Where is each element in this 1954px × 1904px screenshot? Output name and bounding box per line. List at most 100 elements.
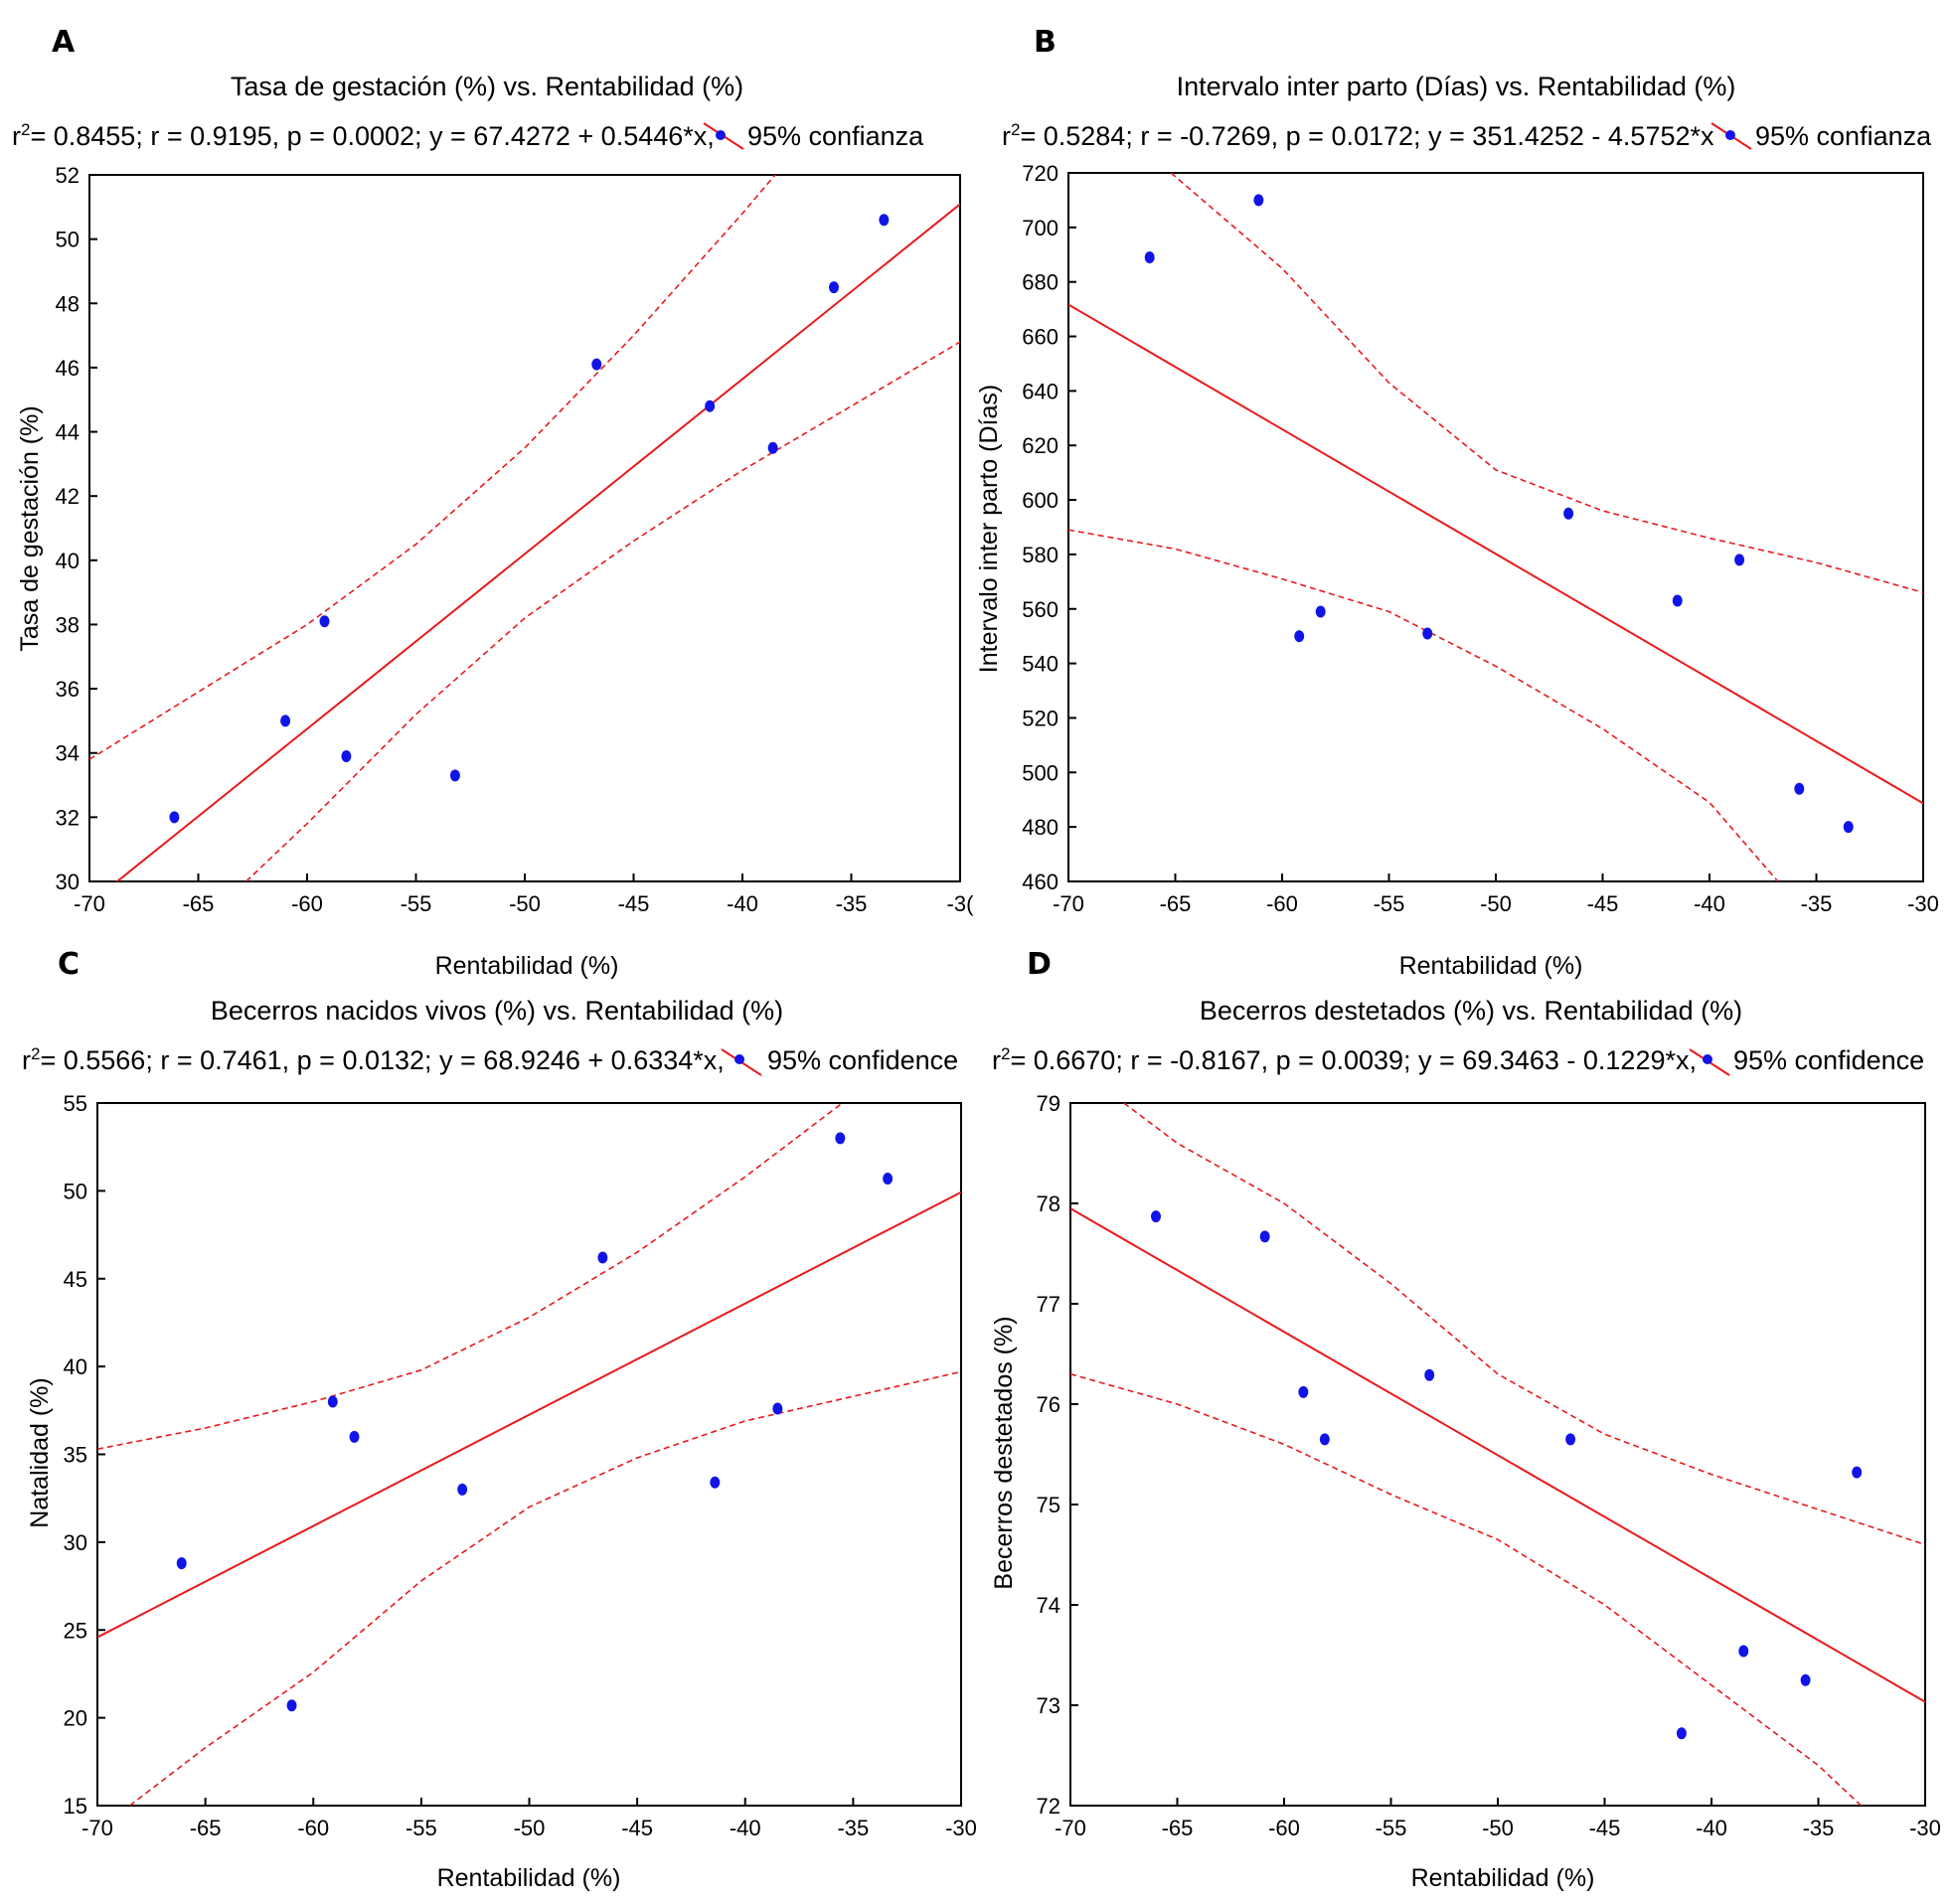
panel-d-data-point bbox=[1319, 1433, 1330, 1446]
panel-a-ci-upper bbox=[89, 175, 776, 760]
panel-d-y-tick-label: 78 bbox=[1037, 1191, 1060, 1216]
panel-letter-b: B bbox=[1034, 25, 1057, 60]
panel-c-data-point bbox=[176, 1557, 187, 1570]
panel-b-x-tick-label: -70 bbox=[1053, 891, 1084, 916]
panel-b-x-tick-label: -55 bbox=[1374, 891, 1405, 916]
panel-c-legend-marker bbox=[734, 1054, 744, 1064]
panel-b-series bbox=[1068, 173, 1923, 881]
panel-c-y-tick-label: 45 bbox=[64, 1267, 87, 1292]
panel-c-data-point bbox=[457, 1483, 468, 1496]
panel-c-x-tick-label: -35 bbox=[837, 1816, 869, 1840]
panel-c-y-tick-label: 50 bbox=[64, 1179, 87, 1203]
panel-a-data-point bbox=[341, 749, 352, 762]
panel-d-ci-lower bbox=[1070, 1372, 1863, 1806]
panel-c-ci-upper bbox=[97, 1103, 843, 1450]
panel-b-data-point bbox=[1672, 594, 1683, 607]
panel-b-data-point bbox=[1315, 605, 1326, 618]
panel-d-data-point bbox=[1800, 1673, 1811, 1686]
panel-letter-d: D bbox=[1027, 947, 1052, 982]
panel-b-x-tick-label: -40 bbox=[1694, 891, 1725, 916]
panel-c-x-tick-label: -65 bbox=[190, 1816, 222, 1840]
panel-c-x-tick-label: -55 bbox=[406, 1816, 437, 1840]
panel-d-x-tick-label: -70 bbox=[1055, 1816, 1086, 1840]
panel-a-x-axis-label: Rentabilidad (%) bbox=[435, 952, 619, 980]
panel-b-ci-lower bbox=[1068, 529, 1779, 881]
panel-a-y-tick-label: 46 bbox=[56, 356, 80, 381]
panel-d-data-point bbox=[1259, 1230, 1270, 1243]
panel-d-ci-upper bbox=[1123, 1103, 1925, 1546]
panel-c-data-point bbox=[286, 1699, 297, 1712]
panel-d-x-tick-label: -60 bbox=[1268, 1816, 1300, 1840]
panel-a-legend-label: 95% confianza bbox=[747, 121, 924, 151]
panel-b-data-point bbox=[1144, 251, 1155, 264]
panel-a-y-tick-label: 48 bbox=[56, 291, 80, 316]
panel-letter-a: A bbox=[52, 25, 76, 60]
panel-d-y-tick-label: 75 bbox=[1037, 1493, 1060, 1517]
panel-b: B Intervalo inter parto (Días) vs. Renta… bbox=[975, 25, 1939, 980]
panel-a-y-tick-label: 42 bbox=[56, 484, 80, 509]
panel-b-y-tick-label: 460 bbox=[1022, 870, 1058, 894]
panel-c-legend-label: 95% confidence bbox=[767, 1045, 958, 1075]
panel-d-data-point bbox=[1676, 1727, 1687, 1740]
panel-a-y-tick-label: 34 bbox=[56, 741, 80, 766]
panel-a-y-tick-label: 36 bbox=[56, 677, 80, 702]
panel-c-frame bbox=[96, 1102, 962, 1807]
panel-a-stats-text: = 0.8455; r = 0.9195, p = 0.0002; y = 67… bbox=[30, 121, 714, 151]
panel-a-title: Tasa de gestación (%) vs. Rentabilidad (… bbox=[231, 72, 743, 101]
panel-c-y-tick-label: 40 bbox=[64, 1354, 87, 1379]
panel-a-x-tick-label: -65 bbox=[183, 891, 215, 916]
panel-c-y-tick-label: 30 bbox=[64, 1530, 87, 1555]
panel-a-ci-lower bbox=[245, 341, 960, 881]
panel-c-ci-lower bbox=[129, 1370, 961, 1806]
panel-d-x-tick-label: -45 bbox=[1589, 1816, 1621, 1840]
panel-c-data-point bbox=[597, 1251, 608, 1264]
panel-b-data-point bbox=[1563, 507, 1574, 520]
panel-d-legend-marker bbox=[1703, 1054, 1712, 1064]
panel-b-y-tick-label: 520 bbox=[1022, 706, 1058, 730]
panel-a-y-tick-label: 40 bbox=[56, 549, 80, 573]
panel-a-data-point bbox=[319, 615, 330, 628]
panel-a-x-tick-label: -45 bbox=[618, 891, 650, 916]
panel-d-legend-label: 95% confidence bbox=[1733, 1045, 1924, 1075]
panel-b-y-tick-label: 700 bbox=[1022, 216, 1058, 240]
panel-b-x-tick-label: -35 bbox=[1801, 891, 1833, 916]
panel-d-stats: r2= 0.6670; r = -0.8167, p = 0.0039; y =… bbox=[992, 1044, 1697, 1075]
panel-c-data-point bbox=[835, 1132, 846, 1145]
panel-a-x-tick-label: -70 bbox=[74, 891, 105, 916]
panel-b-data-point bbox=[1734, 554, 1745, 566]
panel-b-plot-area: -70 -65 -60 -55 -50 -45 -40 -35 -30 460 480 500 520 5… bbox=[1022, 161, 1939, 916]
panel-d-title: Becerros destetados (%) vs. Rentabilidad… bbox=[1200, 996, 1742, 1026]
panel-d-x-tick-label: -65 bbox=[1162, 1816, 1194, 1840]
panel-d-x-tick-label: -40 bbox=[1696, 1816, 1727, 1840]
panel-c-x-tick-label: -30 bbox=[945, 1816, 977, 1840]
panel-d-data-point bbox=[1298, 1385, 1309, 1398]
panel-c-y-tick-label: 20 bbox=[64, 1706, 87, 1731]
panel-a-data-point bbox=[705, 399, 716, 412]
panel-b-legend-label: 95% confianza bbox=[1755, 121, 1932, 151]
panel-b-y-tick-label: 560 bbox=[1022, 597, 1058, 622]
panel-d-y-tick-label: 72 bbox=[1037, 1794, 1060, 1819]
panel-c-series bbox=[97, 1103, 961, 1806]
panel-b-ci-upper bbox=[1170, 173, 1923, 594]
panel-c-y-tick-label: 25 bbox=[64, 1618, 87, 1643]
panel-d-y-tick-label: 79 bbox=[1037, 1091, 1060, 1116]
panel-c-x-tick-label: -40 bbox=[730, 1816, 761, 1840]
panel-d-stats-text: = 0.6670; r = -0.8167, p = 0.0039; y = 6… bbox=[1010, 1045, 1697, 1075]
panel-b-x-tick-label: -65 bbox=[1160, 891, 1192, 916]
panel-a-stats: r2= 0.8455; r = 0.9195, p = 0.0002; y = … bbox=[12, 120, 715, 151]
panel-d-x-axis-label: Rentabilidad (%) bbox=[1411, 1864, 1595, 1892]
panel-b-data-point bbox=[1253, 194, 1264, 207]
panel-a-x-tick-label: -40 bbox=[727, 891, 758, 916]
panel-c-data-point bbox=[883, 1173, 894, 1186]
panel-c-data-point bbox=[772, 1402, 783, 1415]
panel-b-x-tick-label: -45 bbox=[1587, 891, 1619, 916]
panel-b-data-point bbox=[1794, 782, 1805, 795]
panel-a-series bbox=[89, 175, 960, 881]
panel-a-y-tick-label: 44 bbox=[56, 420, 80, 445]
panel-b-title: Intervalo inter parto (Días) vs. Rentabi… bbox=[1177, 72, 1736, 101]
panel-d-data-point bbox=[1151, 1210, 1161, 1223]
panel-c-x-tick-label: -45 bbox=[621, 1816, 653, 1840]
panel-a-data-point bbox=[169, 811, 180, 824]
panel-d-y-tick-label: 77 bbox=[1037, 1292, 1060, 1317]
panel-d-x-tick-label: -30 bbox=[1909, 1816, 1941, 1840]
